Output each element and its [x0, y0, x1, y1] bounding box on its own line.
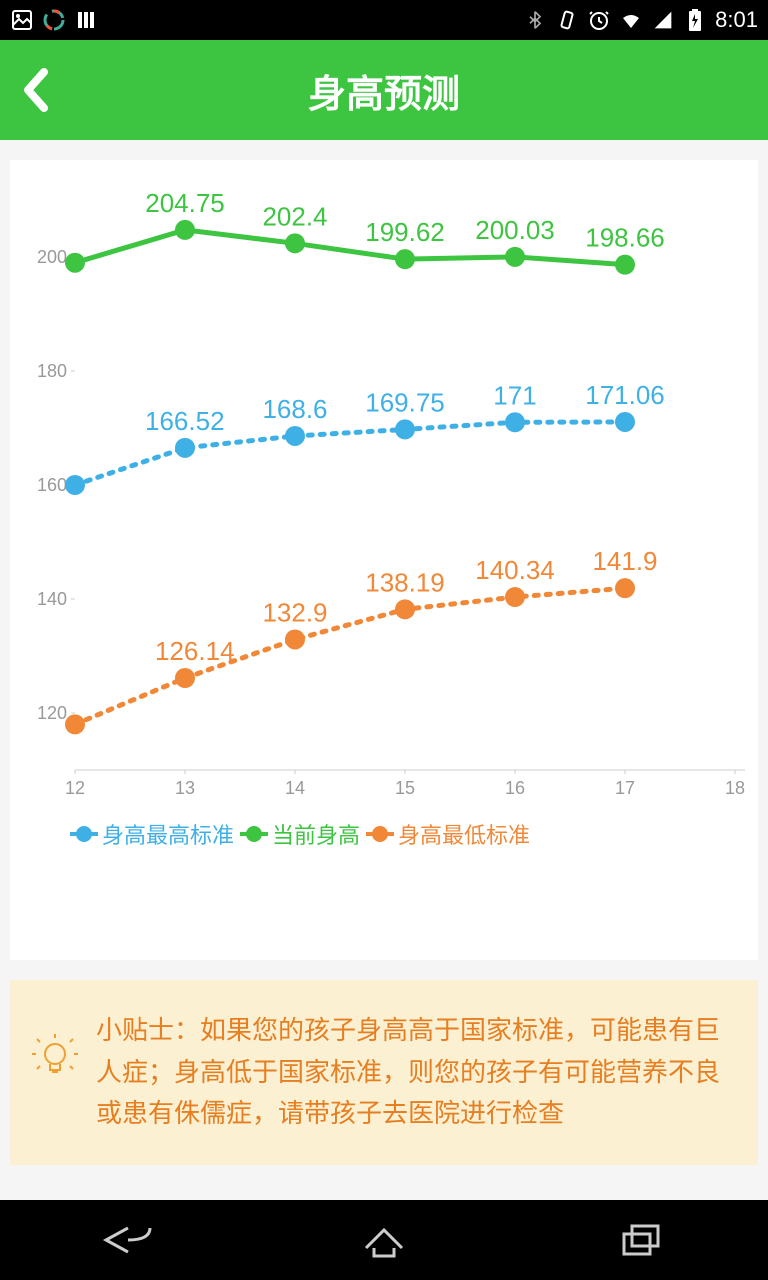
svg-text:16: 16 — [505, 778, 525, 798]
svg-text:200.03: 200.03 — [475, 215, 555, 245]
svg-text:15: 15 — [395, 778, 415, 798]
status-right: 8:01 — [523, 7, 758, 33]
status-left — [10, 8, 98, 32]
svg-text:199.62: 199.62 — [365, 217, 445, 247]
recent-nav-button[interactable] — [610, 1220, 670, 1260]
legend-label: 身高最低标准 — [398, 818, 530, 850]
svg-text:166.52: 166.52 — [145, 406, 225, 436]
battery-icon — [683, 8, 707, 32]
svg-text:200: 200 — [37, 247, 67, 267]
vibrate-icon — [555, 8, 579, 32]
wifi-icon — [619, 8, 643, 32]
alarm-icon — [587, 8, 611, 32]
svg-text:14: 14 — [285, 778, 305, 798]
tip-container: 小贴士：如果您的孩子身高高于国家标准，可能患有巨人症；身高低于国家标准，则您的孩… — [10, 980, 758, 1165]
svg-text:140.34: 140.34 — [475, 555, 555, 585]
svg-text:138.19: 138.19 — [365, 567, 445, 597]
svg-text:140: 140 — [37, 589, 67, 609]
lightbulb-icon — [30, 1034, 80, 1084]
app-header: 身高预测 — [0, 40, 768, 140]
svg-text:171: 171 — [493, 380, 536, 410]
legend-item: 身高最高标准 — [70, 818, 234, 850]
svg-text:12: 12 — [65, 778, 85, 798]
back-nav-button[interactable] — [98, 1220, 158, 1260]
bars-icon — [74, 8, 98, 32]
home-nav-button[interactable] — [354, 1220, 414, 1260]
legend-label: 当前身高 — [272, 818, 360, 850]
chart-legend: 身高最高标准 当前身高 身高最低标准 — [70, 818, 530, 850]
bluetooth-icon — [523, 8, 547, 32]
legend-item: 当前身高 — [240, 818, 360, 850]
svg-text:171.06: 171.06 — [585, 380, 665, 410]
back-button[interactable] — [20, 68, 50, 112]
svg-text:160: 160 — [37, 475, 67, 495]
status-time: 8:01 — [715, 7, 758, 33]
svg-text:120: 120 — [37, 703, 67, 723]
svg-text:141.9: 141.9 — [592, 546, 657, 576]
svg-text:204.75: 204.75 — [145, 188, 225, 218]
chart-area: 12014016018020012131415161718204.75202.4… — [35, 190, 755, 790]
chart-container: 120 140 160 180 200 12 13 14 15 16 17 18 204.75 202.4… — [10, 160, 758, 960]
page-title: 身高预测 — [0, 63, 768, 118]
svg-text:126.14: 126.14 — [155, 636, 235, 666]
svg-text:198.66: 198.66 — [585, 223, 665, 253]
svg-text:168.6: 168.6 — [262, 394, 327, 424]
tip-text: 小贴士：如果您的孩子身高高于国家标准，可能患有巨人症；身高低于国家标准，则您的孩… — [96, 1010, 738, 1135]
picture-icon — [10, 8, 34, 32]
svg-text:180: 180 — [37, 361, 67, 381]
svg-text:13: 13 — [175, 778, 195, 798]
svg-text:18: 18 — [725, 778, 745, 798]
spinner-icon — [42, 8, 66, 32]
svg-text:17: 17 — [615, 778, 635, 798]
svg-text:169.75: 169.75 — [365, 387, 445, 417]
legend-item: 身高最低标准 — [366, 818, 530, 850]
svg-text:202.4: 202.4 — [262, 201, 327, 231]
svg-text:132.9: 132.9 — [262, 597, 327, 627]
signal-icon — [651, 8, 675, 32]
android-nav-bar — [0, 1200, 768, 1280]
legend-label: 身高最高标准 — [102, 818, 234, 850]
status-bar: 8:01 — [0, 0, 768, 40]
